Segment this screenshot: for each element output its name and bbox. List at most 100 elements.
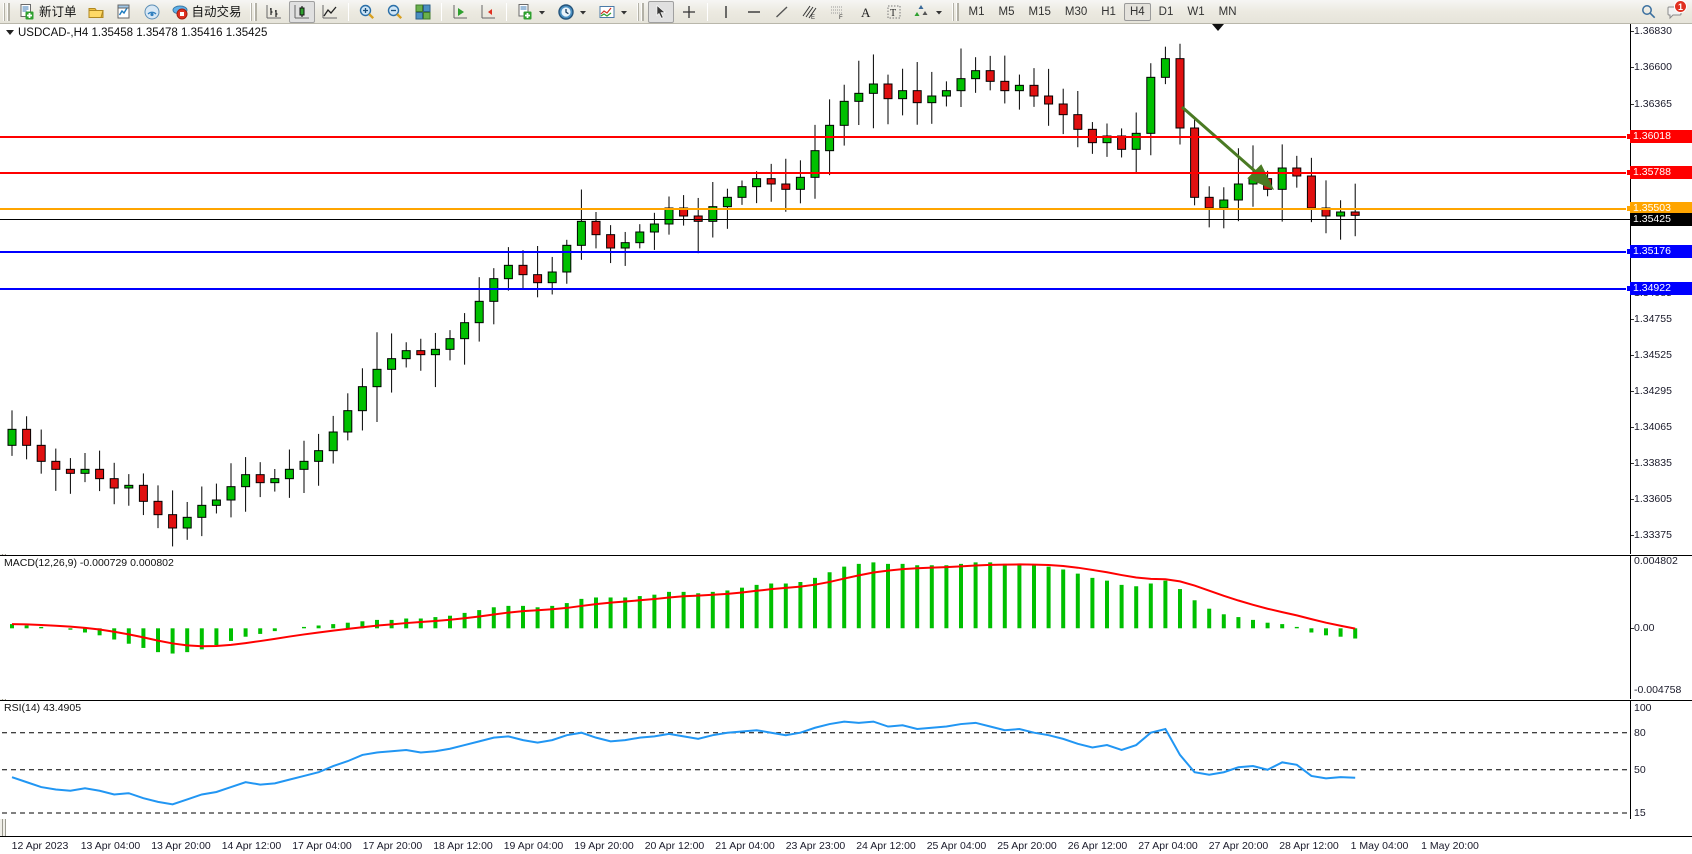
- level-line-resistance-2[interactable]: [0, 172, 1630, 174]
- toolbar-grip-2[interactable]: [249, 2, 257, 21]
- price-tag-resistance-1: 1.36018: [1630, 130, 1692, 143]
- rsi-axis[interactable]: 100 80 50 15: [1630, 701, 1692, 819]
- auto-trade-label: 自动交易: [191, 4, 242, 19]
- network-button[interactable]: [139, 1, 165, 23]
- level-line-pivot[interactable]: [0, 208, 1630, 210]
- macd-plot[interactable]: [2, 556, 1692, 699]
- main-toolbar: 新订单: [0, 0, 1692, 24]
- price-plot[interactable]: [2, 24, 1692, 554]
- candlestick-chart-button[interactable]: [288, 0, 315, 23]
- vline-icon: [717, 3, 735, 21]
- text-button[interactable]: A: [853, 1, 879, 23]
- macd-tickmark: [1631, 628, 1634, 630]
- rsi-tick: 100: [1634, 702, 1652, 714]
- auto-trade-button[interactable]: 自动交易: [167, 1, 246, 23]
- level-line-support-1[interactable]: [0, 251, 1630, 253]
- macd-axis[interactable]: 0.004802 0.00 -0.004758: [1630, 555, 1692, 699]
- price-axis[interactable]: 1.368301.366001.363651.361351.359051.356…: [1630, 24, 1692, 613]
- folder-icon: [87, 3, 105, 21]
- timeframe-h4[interactable]: H4: [1123, 2, 1151, 21]
- toolbar-separator-3: [505, 2, 507, 21]
- chart-area[interactable]: USDCAD-,H4 1.35458 1.35478 1.35416 1.354…: [0, 24, 1692, 854]
- chevron-down-icon-2[interactable]: [578, 3, 588, 21]
- time-label: 27 Apr 20:00: [1208, 840, 1269, 852]
- indicators-icon: [598, 3, 616, 21]
- toolbar-separator-4: [706, 2, 708, 21]
- collapse-caret-icon[interactable]: [6, 30, 14, 36]
- shift-start-button[interactable]: [447, 1, 473, 23]
- time-label: 13 Apr 04:00: [80, 840, 141, 852]
- time-axis[interactable]: 12 Apr 2023 13 Apr 04:00 13 Apr 20:00 14 Ap…: [0, 836, 1692, 854]
- current-price-line: [0, 219, 1630, 220]
- line-chart-button[interactable]: [317, 1, 343, 23]
- trendline-button[interactable]: [769, 1, 795, 23]
- shapes-icon: [913, 3, 931, 21]
- toolbar-grip-4[interactable]: [951, 2, 959, 21]
- shapes-button[interactable]: [909, 1, 948, 23]
- rsi-tick: 50: [1634, 763, 1646, 776]
- notification-icon[interactable]: 1: [1666, 0, 1687, 21]
- price-tickmark: [1631, 535, 1634, 536]
- level-line-support-2[interactable]: [0, 288, 1630, 290]
- toolbar-grip-3[interactable]: [636, 2, 644, 21]
- period-button[interactable]: [553, 1, 592, 23]
- time-label: 19 Apr 04:00: [503, 840, 564, 852]
- macd-tick: 0.004802: [1634, 555, 1678, 567]
- toolbar-grip[interactable]: [3, 2, 10, 21]
- shift-end-button[interactable]: [475, 1, 501, 23]
- rsi-series: [2, 720, 1632, 814]
- rsi-panel[interactable]: RSI(14) 43.4905 100 80 50 15: [0, 700, 1692, 819]
- text-label-button[interactable]: T: [881, 1, 907, 23]
- toolbar-separator-2: [440, 2, 442, 21]
- price-tick: 1.36600: [1634, 61, 1672, 73]
- hline-button[interactable]: [741, 1, 767, 23]
- timeframe-mn[interactable]: MN: [1218, 5, 1237, 18]
- timeframe-h1[interactable]: H1: [1101, 5, 1116, 18]
- zoom-out-button[interactable]: [382, 1, 408, 23]
- indicators-button[interactable]: [594, 1, 633, 23]
- time-label: 12 Apr 2023: [11, 840, 69, 852]
- time-label: 17 Apr 04:00: [292, 840, 352, 852]
- time-label: 1 May 20:00: [1421, 840, 1479, 852]
- price-panel[interactable]: USDCAD-,H4 1.35458 1.35478 1.35416 1.354…: [0, 24, 1692, 613]
- timeframe-m30[interactable]: M30: [1064, 5, 1088, 18]
- price-tickmark: [1631, 104, 1634, 105]
- crosshair-button[interactable]: [676, 1, 702, 23]
- open-chart-button[interactable]: [111, 1, 137, 23]
- timeframe-m1[interactable]: M1: [968, 5, 985, 18]
- macd-tick: -0.004758: [1634, 684, 1682, 696]
- price-tickmark: [1631, 355, 1634, 356]
- zoom-in-button[interactable]: [354, 1, 380, 23]
- macd-panel[interactable]: MACD(12,26,9) -0.000729 0.000802 0.00480…: [0, 555, 1692, 699]
- bar-chart-button[interactable]: [261, 1, 287, 23]
- time-label: 25 Apr 04:00: [926, 840, 987, 852]
- level-line-resistance-1[interactable]: [0, 136, 1630, 138]
- timeframe-d1[interactable]: D1: [1158, 5, 1174, 18]
- search-icon[interactable]: [1640, 3, 1658, 21]
- chevron-down-icon-4[interactable]: [934, 3, 944, 21]
- rsi-plot[interactable]: [2, 701, 1692, 819]
- equidistant-channel-button[interactable]: E: [797, 1, 823, 23]
- chevron-down-icon[interactable]: [537, 3, 547, 21]
- price-tag-pivot: 1.35503: [1630, 202, 1692, 215]
- fibonacci-button[interactable]: F: [825, 1, 851, 23]
- new-chart-button[interactable]: [512, 1, 551, 23]
- tile-windows-button[interactable]: [410, 1, 436, 23]
- vline-button[interactable]: [713, 1, 739, 23]
- folder-button[interactable]: [83, 1, 109, 23]
- zoom-in-icon: [358, 3, 376, 21]
- timeframe-m15[interactable]: M15: [1028, 5, 1051, 18]
- cursor-button[interactable]: [647, 0, 674, 23]
- time-label: 27 Apr 04:00: [1138, 840, 1198, 852]
- svg-text:F: F: [839, 15, 843, 21]
- new-order-button[interactable]: 新订单: [14, 1, 81, 23]
- trendline-icon: [773, 3, 791, 21]
- new-order-label: 新订单: [39, 4, 77, 19]
- timeframe-m5[interactable]: M5: [998, 5, 1015, 18]
- time-label: 19 Apr 20:00: [574, 840, 634, 852]
- price-tag-support-2: 1.34922: [1630, 282, 1692, 295]
- timeframe-w1[interactable]: W1: [1187, 5, 1205, 18]
- time-label: 28 Apr 12:00: [1279, 840, 1339, 852]
- chevron-down-icon-3[interactable]: [619, 3, 629, 21]
- down-arrow-annotation[interactable]: [1177, 102, 1297, 212]
